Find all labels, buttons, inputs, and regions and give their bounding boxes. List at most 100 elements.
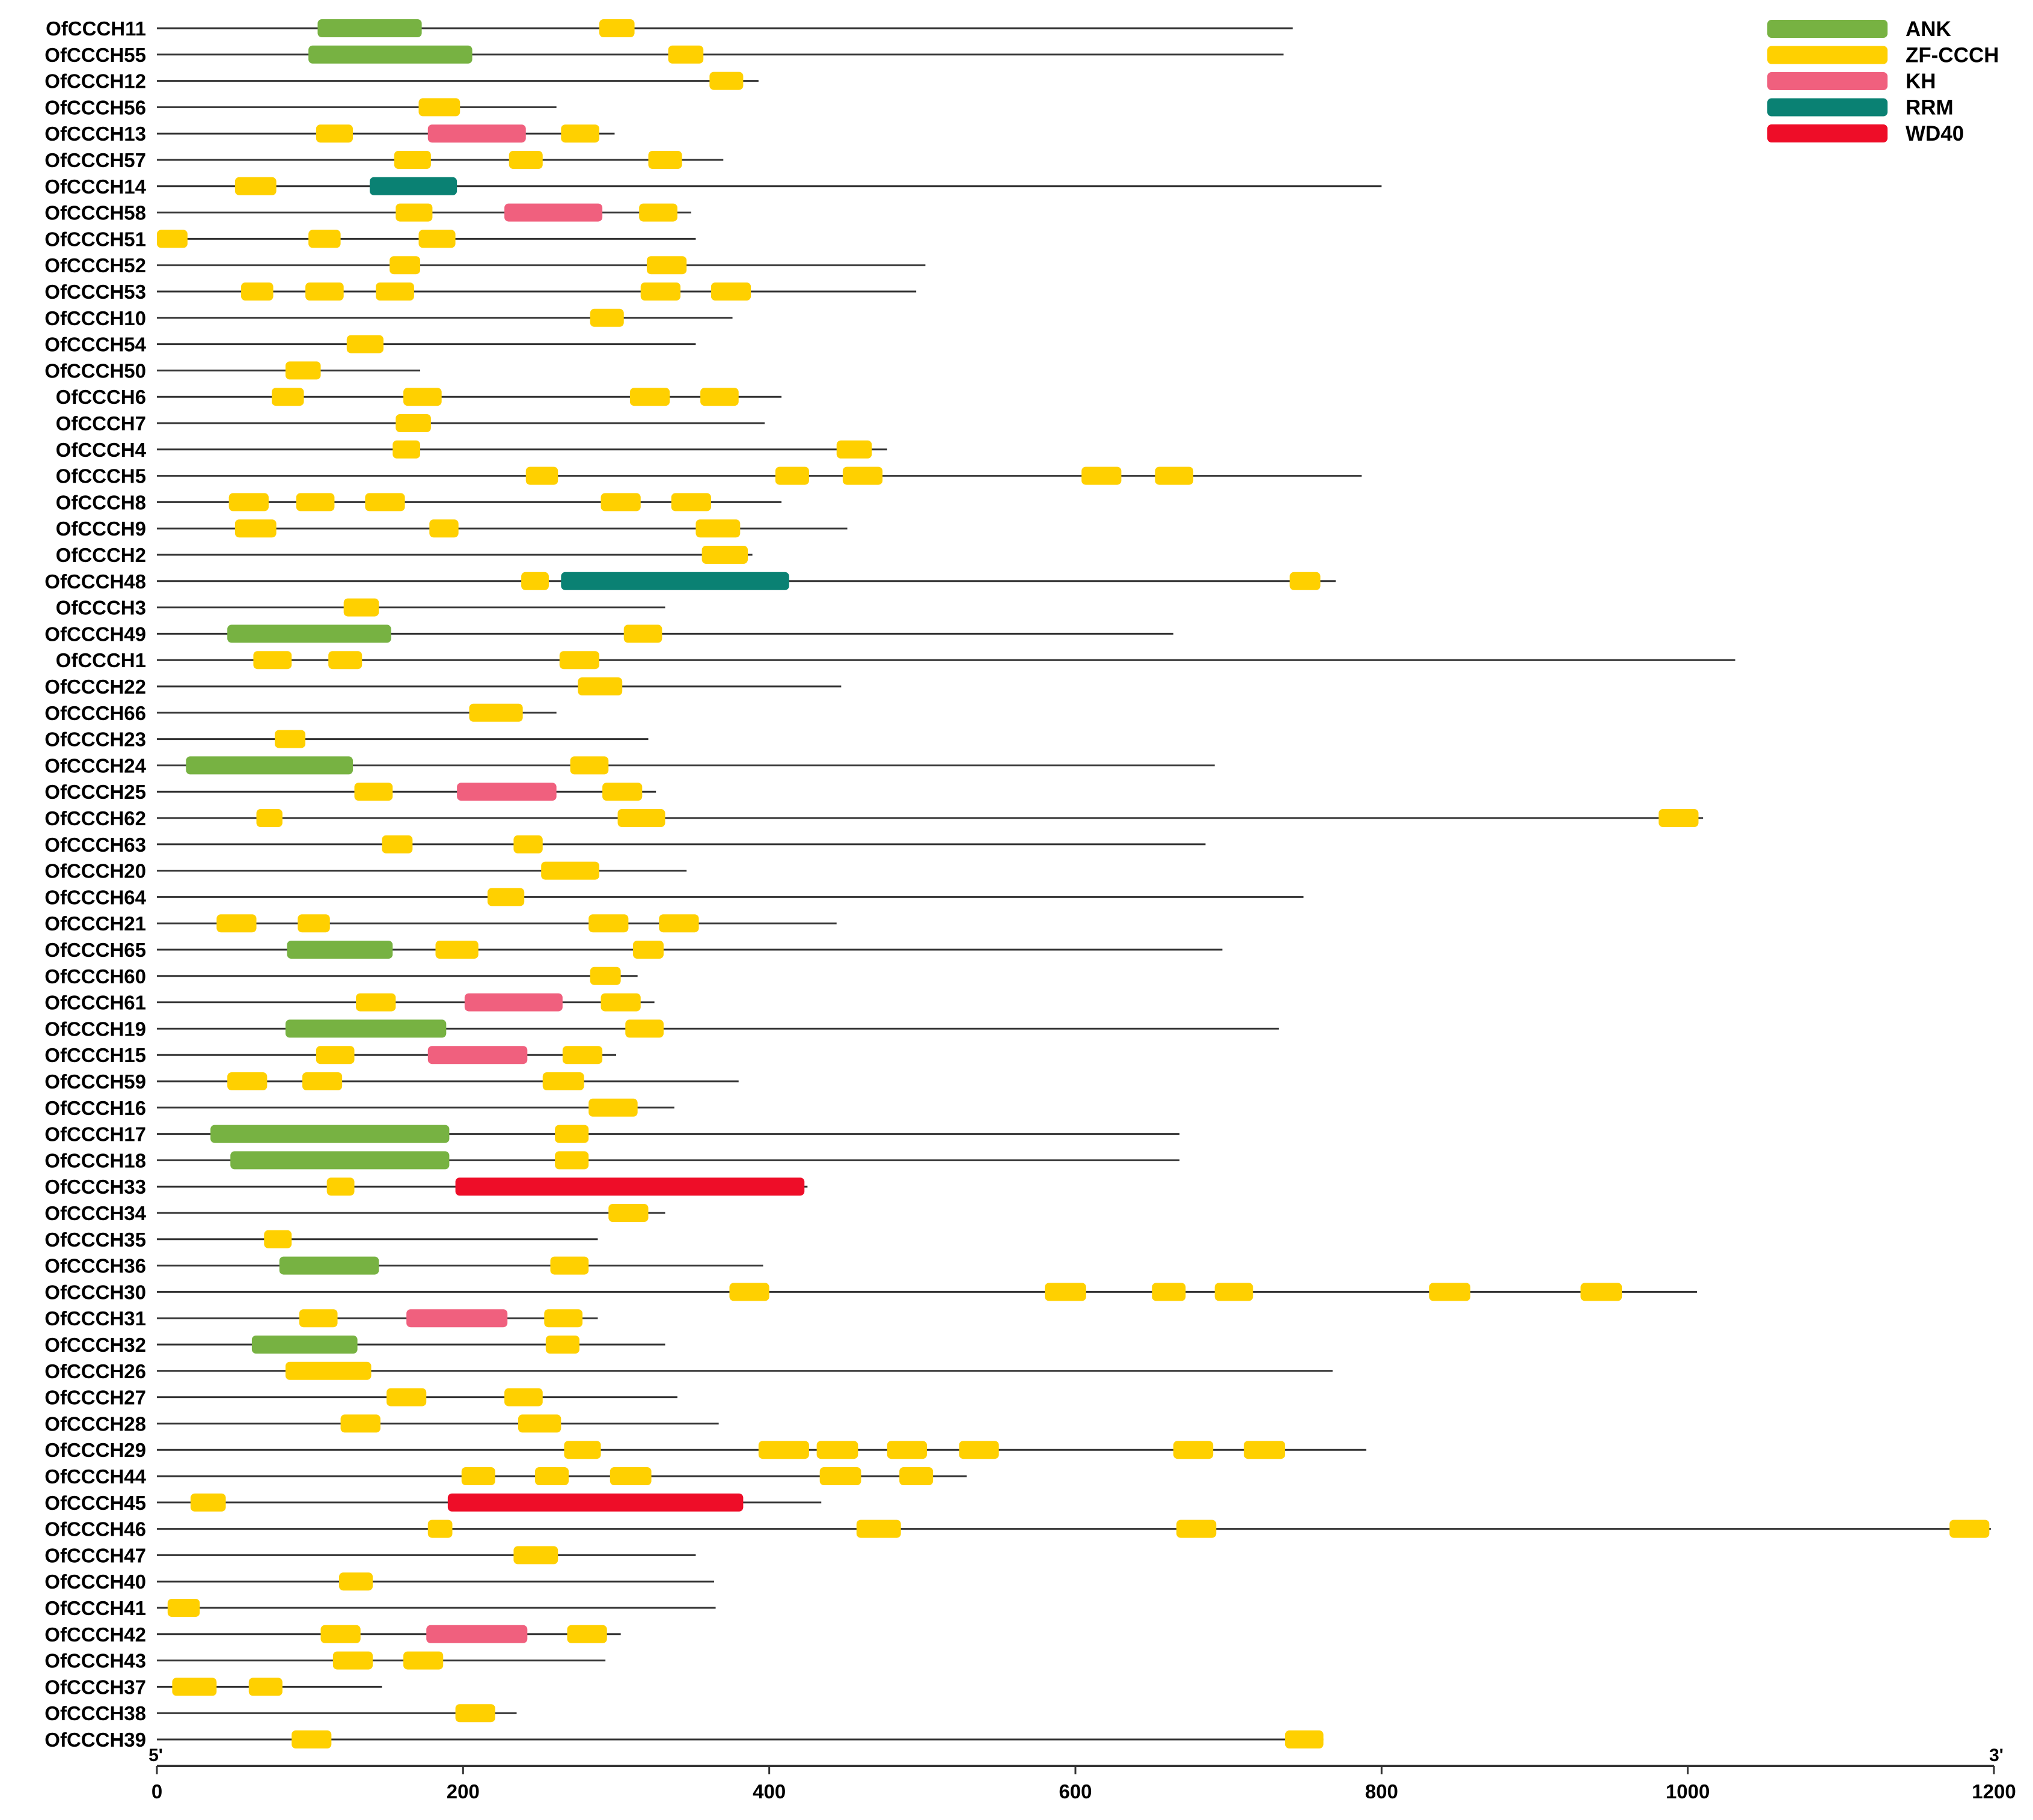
gene-label: OfCCCH54	[44, 334, 146, 356]
gene-label: OfCCCH51	[44, 228, 146, 250]
domain-zf-ccch	[427, 1519, 453, 1538]
domain-kh	[426, 1625, 528, 1643]
gene-row-ofccch26: OfCCCH26	[44, 1360, 1333, 1382]
gene-row-ofccch7: OfCCCH7	[56, 412, 765, 435]
domain-kh	[464, 993, 563, 1012]
domain-zf-ccch	[601, 993, 641, 1012]
domain-zf-ccch	[339, 1572, 373, 1591]
domain-zf-ccch	[253, 651, 292, 670]
gene-row-ofccch31: OfCCCH31	[44, 1307, 598, 1330]
domain-zf-ccch	[308, 230, 341, 248]
gene-label: OfCCCH12	[44, 70, 146, 93]
gene-label: OfCCCH21	[44, 912, 146, 935]
domain-zf-ccch	[403, 1651, 444, 1670]
gene-row-ofccch2: OfCCCH2	[56, 544, 753, 566]
gene-row-ofccch16: OfCCCH16	[44, 1097, 674, 1119]
domain-zf-ccch	[320, 1625, 361, 1643]
domain-kh	[427, 1046, 528, 1064]
domain-kh	[457, 783, 557, 801]
domain-zf-ccch	[608, 1204, 649, 1222]
domain-zf-ccch	[343, 598, 379, 617]
gene-label: OfCCCH38	[44, 1702, 146, 1724]
gene-label: OfCCCH59	[44, 1070, 146, 1093]
gene-row-ofccch39: OfCCCH39	[44, 1729, 1324, 1751]
gene-label: OfCCCH5	[56, 465, 146, 487]
domain-zf-ccch	[629, 388, 670, 406]
gene-row-ofccch49: OfCCCH49	[44, 623, 1173, 645]
domain-zf-ccch	[555, 1151, 589, 1170]
gene-label: OfCCCH48	[44, 570, 146, 593]
domain-zf-ccch	[403, 388, 442, 406]
domain-zf-ccch	[1244, 1441, 1285, 1459]
gene-row-ofccch56: OfCCCH56	[44, 96, 557, 118]
gene-label: OfCCCH30	[44, 1281, 146, 1303]
gene-row-ofccch35: OfCCCH35	[44, 1229, 598, 1251]
gene-label: OfCCCH42	[44, 1623, 146, 1646]
domain-zf-ccch	[525, 466, 558, 485]
domain-zf-ccch	[429, 519, 459, 538]
gene-label: OfCCCH34	[44, 1202, 146, 1224]
legend-item-kh: KH	[1767, 70, 1936, 93]
domain-zf-ccch	[578, 677, 623, 695]
gene-label: OfCCCH14	[44, 176, 146, 198]
domain-ank	[308, 45, 472, 64]
domain-ank	[287, 941, 393, 959]
domain-zf-ccch	[509, 151, 543, 169]
gene-row-ofccch43: OfCCCH43	[44, 1650, 606, 1672]
axis-tick-label: 1000	[1666, 1780, 1710, 1803]
gene-row-ofccch36: OfCCCH36	[44, 1255, 763, 1277]
gene-label: OfCCCH16	[44, 1097, 146, 1119]
domain-ank	[230, 1151, 450, 1170]
domain-zf-ccch	[1045, 1283, 1086, 1301]
gene-label: OfCCCH25	[44, 781, 146, 803]
domain-zf-ccch	[775, 466, 809, 485]
domain-zf-ccch	[1152, 1283, 1186, 1301]
gene-label: OfCCCH19	[44, 1018, 146, 1040]
gene-label: OfCCCH45	[44, 1492, 146, 1514]
gene-label: OfCCCH20	[44, 860, 146, 882]
domain-zf-ccch	[887, 1441, 927, 1459]
gene-row-ofccch46: OfCCCH46	[44, 1518, 1991, 1541]
gene-label: OfCCCH41	[44, 1597, 146, 1619]
gene-row-ofccch18: OfCCCH18	[44, 1149, 1180, 1171]
gene-row-ofccch32: OfCCCH32	[44, 1334, 665, 1356]
domain-zf-ccch	[365, 493, 405, 511]
axis-tick-label: 600	[1059, 1780, 1092, 1803]
gene-label: OfCCCH40	[44, 1571, 146, 1593]
legend-swatch	[1767, 46, 1888, 64]
domain-zf-ccch	[541, 861, 599, 880]
gene-label: OfCCCH8	[56, 491, 146, 513]
domain-zf-ccch	[671, 493, 711, 511]
legend-label: ZF-CCCH	[1906, 44, 1999, 67]
gene-row-ofccch38: OfCCCH38	[44, 1702, 517, 1724]
gene-row-ofccch21: OfCCCH21	[44, 912, 837, 935]
axis-tick-label: 1200	[1972, 1780, 2016, 1803]
gene-label: OfCCCH4	[56, 439, 147, 461]
five-prime-label: 5'	[148, 1745, 163, 1765]
domain-zf-ccch	[234, 519, 277, 538]
gene-label: OfCCCH33	[44, 1176, 146, 1198]
domain-zf-ccch	[256, 809, 283, 827]
domain-rrm	[561, 572, 789, 590]
gene-row-ofccch22: OfCCCH22	[44, 676, 842, 698]
domain-zf-ccch	[513, 835, 543, 854]
domain-zf-ccch	[346, 335, 384, 353]
domain-zf-ccch	[167, 1599, 200, 1617]
gene-label: OfCCCH60	[44, 965, 146, 988]
domain-zf-ccch	[696, 519, 741, 538]
domain-zf-ccch	[545, 1336, 579, 1354]
gene-row-ofccch14: OfCCCH14	[44, 176, 1382, 198]
domain-rrm	[369, 177, 457, 195]
domain-zf-ccch	[518, 1414, 561, 1433]
domain-zf-ccch	[396, 203, 433, 222]
domain-zf-ccch	[610, 1467, 652, 1485]
gene-row-ofccch34: OfCCCH34	[44, 1202, 665, 1224]
gene-row-ofccch41: OfCCCH41	[44, 1597, 716, 1619]
domain-zf-ccch	[623, 624, 662, 643]
gene-row-ofccch25: OfCCCH25	[44, 781, 656, 803]
domain-zf-ccch	[709, 72, 744, 90]
gene-label: OfCCCH37	[44, 1676, 146, 1698]
gene-row-ofccch37: OfCCCH37	[44, 1676, 382, 1698]
gene-label: OfCCCH1	[56, 649, 146, 671]
gene-label: OfCCCH39	[44, 1729, 146, 1751]
